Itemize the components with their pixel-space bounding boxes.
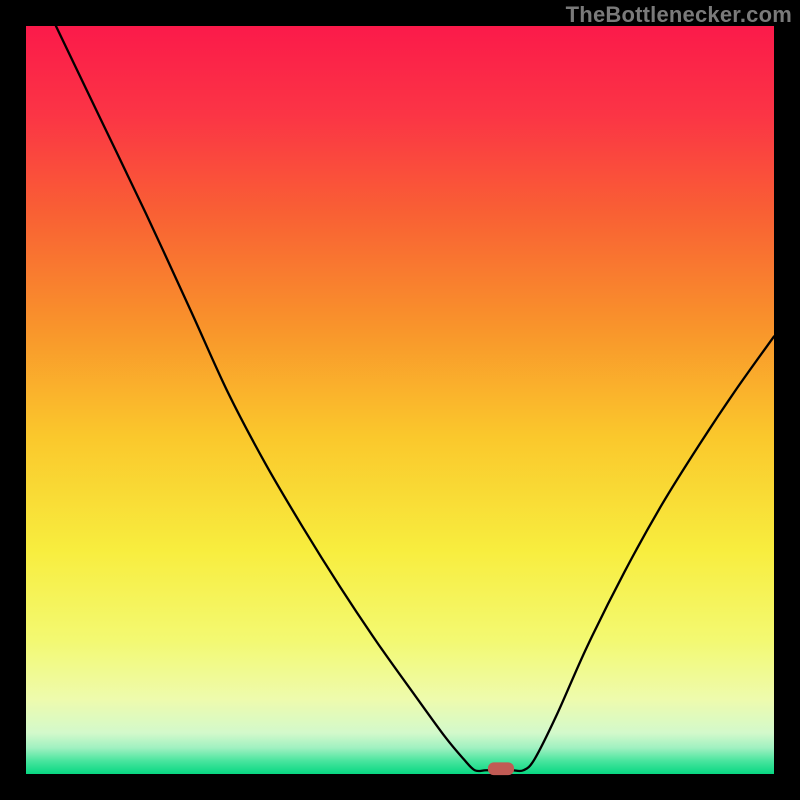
plot-background <box>26 26 774 774</box>
watermark-label: TheBottlenecker.com <box>566 2 792 28</box>
optimum-marker <box>488 762 514 775</box>
bottleneck-chart <box>0 0 800 800</box>
